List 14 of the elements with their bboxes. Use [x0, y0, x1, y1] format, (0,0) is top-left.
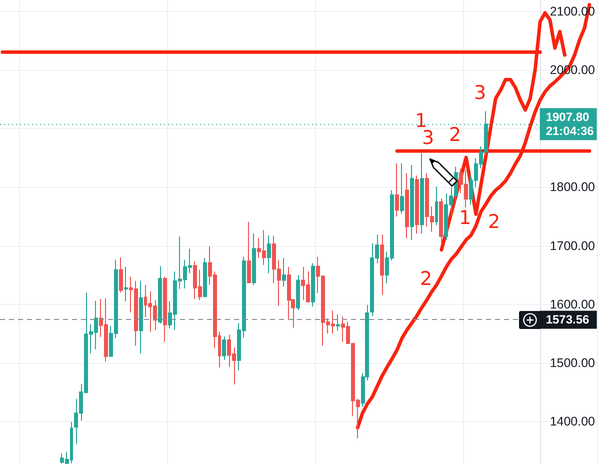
y-tick-label: 1700.00 — [550, 238, 596, 253]
annotation: 1 — [458, 207, 472, 229]
y-tick-label: 1500.00 — [550, 356, 596, 370]
y-tick-label: 1600.00 — [550, 297, 596, 312]
annotation: 2 — [420, 268, 432, 290]
annotation: 3 — [474, 82, 486, 104]
y-tick-label: 1800.00 — [550, 180, 596, 194]
ref-line-label: 1573.56 — [546, 312, 590, 327]
y-tick-label: 1400.00 — [550, 414, 596, 428]
annotation: 21:04:36 — [546, 124, 594, 138]
annotation: 2 — [448, 124, 462, 146]
ref-line-label: 1907.80 — [546, 110, 590, 124]
annotation: 2 — [488, 211, 500, 233]
annotation: 3 — [422, 127, 434, 149]
